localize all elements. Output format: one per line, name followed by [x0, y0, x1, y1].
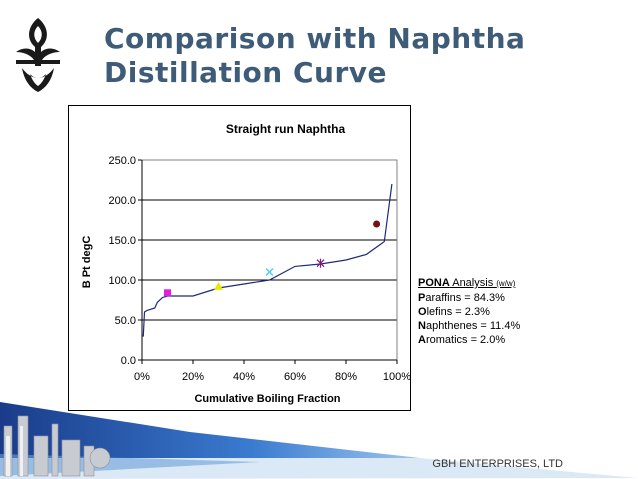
industrial-plant-banner — [0, 402, 638, 479]
y-tick-label: 250.0 — [108, 155, 136, 167]
pona-heading: PONA Analysis (w/w) — [418, 277, 516, 289]
y-axis-label: B Pt degC — [81, 236, 93, 289]
footer-company: GBH ENTERPRISES, LTD — [432, 458, 563, 470]
y-tick-label: 50.0 — [115, 315, 136, 327]
x-tick-label: 20% — [182, 371, 204, 383]
y-tick-label: 150.0 — [108, 235, 136, 247]
y-tick-label: 100.0 — [108, 275, 136, 287]
x-tick-label: 100% — [383, 371, 410, 383]
slide-title-line-2: Distillation Curve — [104, 56, 388, 89]
x-tick-label: 60% — [284, 371, 306, 383]
distillation-chart: Straight run Naphtha 0.0 50.0 100.0 150.0 200… — [81, 122, 410, 405]
data-point-phenyl-mercaptan — [373, 220, 381, 228]
slide-title-line-1: Comparison with Naphtha — [104, 22, 526, 55]
slide-title: Comparison with Naphtha Distillation Cur… — [104, 22, 525, 90]
chart-frame: Straight run Naphtha 0.0 50.0 100.0 150.0 200… — [68, 105, 411, 411]
x-tick-label: 80% — [335, 371, 357, 383]
y-tick-label: 200.0 — [108, 195, 136, 207]
data-point-tetrahydrothiophene — [316, 258, 325, 268]
pona-line-aromatics: Aromatics = 2.0% — [418, 334, 506, 346]
pona-analysis: PONA Analysis (w/w) Paraffins = 84.3% Ol… — [418, 276, 520, 347]
pona-line-olefins: Olefins = 2.3% — [418, 306, 490, 318]
x-tick-label: 0% — [134, 371, 150, 383]
plot-area — [141, 159, 398, 361]
pona-line-naphthenes: Naphthenes = 11.4% — [418, 320, 521, 332]
chart-title: Straight run Naphtha — [226, 122, 346, 136]
y-tick-label: 0.0 — [121, 355, 136, 367]
x-axis-label: Cumulative Boiling Fraction — [194, 393, 340, 405]
x-tick-label: 40% — [233, 371, 255, 383]
series-line-boiling-curve — [142, 183, 393, 337]
data-point-dimethyl-disulfide — [265, 268, 274, 276]
data-point-thiophene — [164, 289, 171, 297]
pona-line-paraffins: Paraffins = 84.3% — [418, 292, 505, 304]
company-logo-icon — [16, 18, 60, 92]
data-point-diethyl-sulfide — [214, 281, 223, 290]
